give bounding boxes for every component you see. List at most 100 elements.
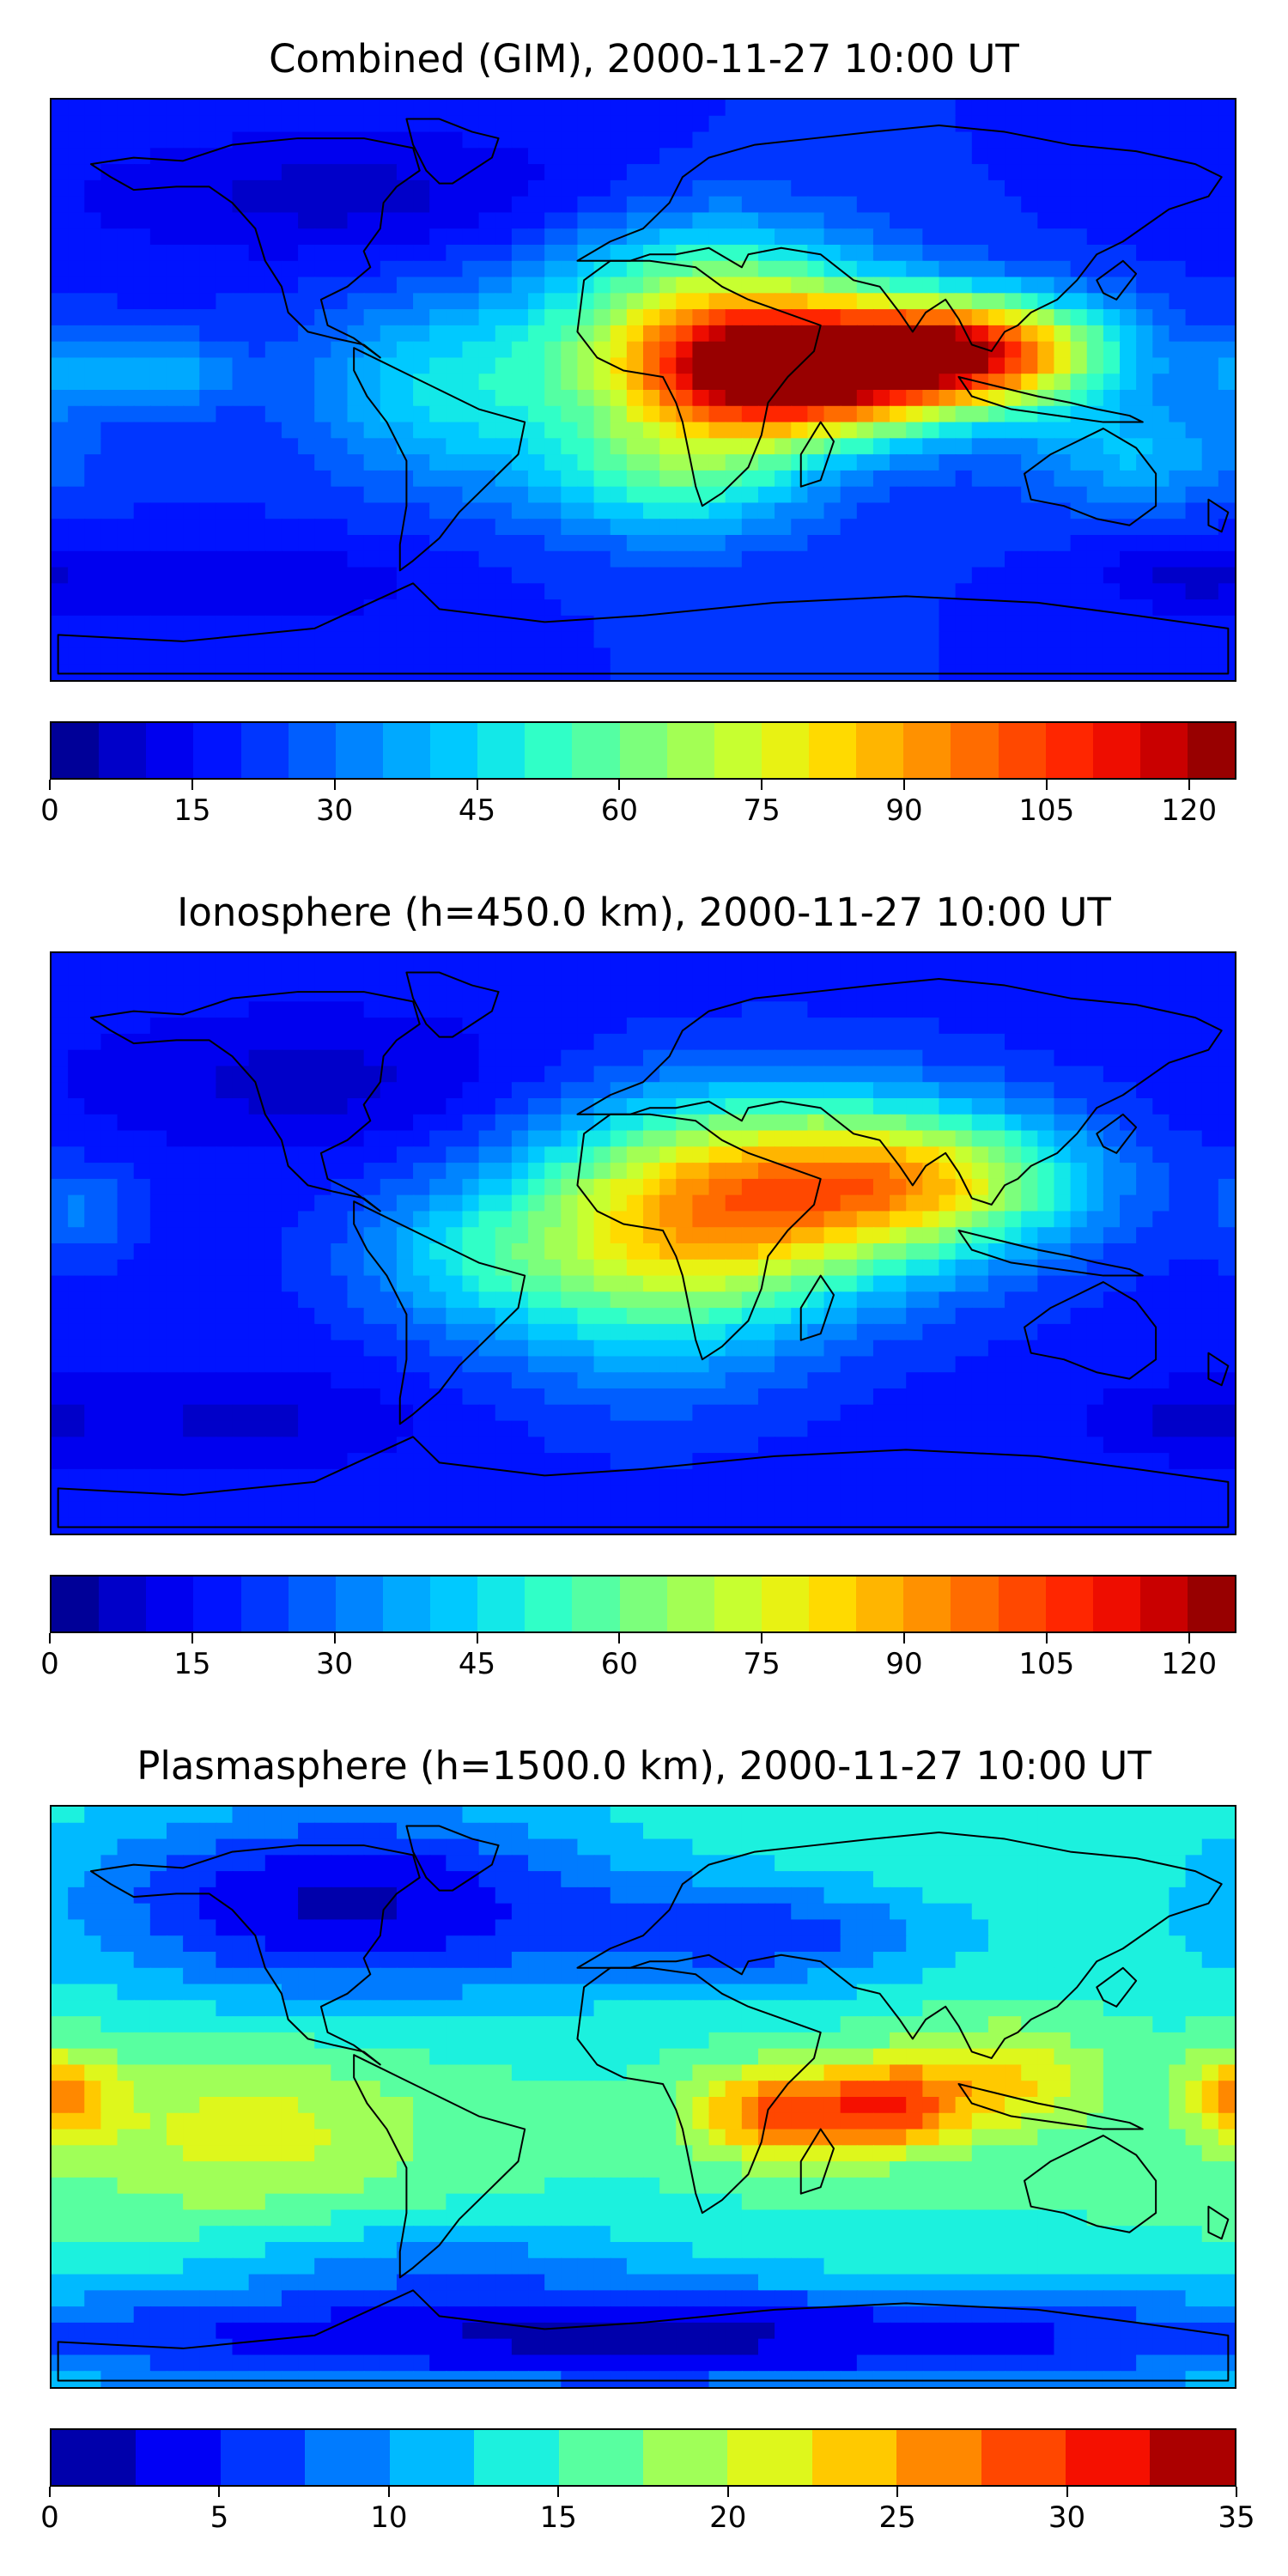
field-cell [1103, 325, 1121, 343]
field-cell [1071, 1437, 1088, 1454]
field-cell [100, 471, 118, 488]
field-cell [249, 535, 266, 552]
field-cell [1136, 261, 1153, 278]
field-cell [873, 1260, 890, 1277]
field-cell [68, 1276, 85, 1293]
field-cell [758, 1050, 775, 1067]
field-cell [364, 438, 381, 455]
field-cell [544, 1276, 562, 1293]
field-cell [199, 1082, 216, 1099]
field-cell [1136, 116, 1153, 133]
field-cell [495, 1050, 513, 1067]
field-cell [199, 390, 216, 407]
field-cell [709, 471, 726, 488]
field-cell [1037, 1388, 1054, 1406]
field-cell [1037, 471, 1054, 488]
field-cell [380, 632, 398, 649]
field-cell [775, 1146, 792, 1163]
field-cell [68, 616, 85, 633]
field-cell [873, 616, 890, 633]
field-cell [577, 599, 594, 617]
field-cell [348, 1001, 365, 1018]
field-cell [1037, 1453, 1054, 1470]
field-cell [906, 277, 923, 295]
field-cell [956, 647, 973, 665]
field-cell [972, 148, 989, 165]
field-cell [643, 1179, 660, 1196]
field-cell [150, 583, 167, 600]
field-cell [742, 228, 759, 246]
field-cell [462, 1356, 479, 1373]
field-cell [1120, 616, 1137, 633]
field-cell [1054, 1421, 1071, 1438]
field-cell [528, 986, 545, 1003]
field-cell [462, 357, 479, 374]
field-cell [1169, 1453, 1186, 1470]
field-cell [512, 1453, 529, 1470]
field-cell [775, 1421, 792, 1438]
field-cell [429, 1050, 447, 1067]
field-cell [249, 1405, 266, 1422]
field-cell [134, 1405, 151, 1422]
field-cell [282, 1098, 299, 1115]
field-cell [233, 664, 250, 680]
field-cell [265, 374, 283, 391]
field-cell [627, 342, 644, 359]
field-cell [364, 568, 381, 585]
colorbar-tick-mark [618, 780, 620, 790]
field-cell [577, 969, 594, 987]
field-cell [824, 1179, 841, 1196]
field-cell [544, 180, 562, 197]
field-cell [100, 664, 118, 680]
field-cell [709, 406, 726, 423]
field-cell [1169, 551, 1186, 568]
field-cell [544, 390, 562, 407]
field-cell [791, 1276, 808, 1293]
field-cell [233, 245, 250, 262]
field-cell [1071, 293, 1088, 310]
field-cell [659, 422, 677, 440]
field-cell [922, 535, 939, 552]
field-cell [380, 390, 398, 407]
field-cell [873, 1050, 890, 1067]
field-cell [807, 164, 824, 181]
field-cell [544, 309, 562, 326]
field-cell [512, 1195, 529, 1212]
field-cell [1120, 1243, 1137, 1261]
field-cell [479, 1179, 496, 1196]
field-cell [775, 519, 792, 536]
field-cell [841, 164, 858, 181]
field-cell [462, 1115, 479, 1132]
field-cell [84, 454, 101, 471]
field-cell [594, 132, 611, 149]
field-cell [1169, 1243, 1186, 1261]
field-cell [577, 1066, 594, 1083]
field-cell [824, 1163, 841, 1180]
field-cell [594, 1018, 611, 1035]
field-cell [479, 1211, 496, 1228]
field-cell [873, 1082, 890, 1099]
field-cell [1021, 1034, 1038, 1051]
field-cell [890, 647, 907, 665]
field-cell [1054, 132, 1071, 149]
field-cell [791, 406, 808, 423]
field-cell [726, 969, 743, 987]
field-cell [1005, 1276, 1022, 1293]
field-cell [1218, 422, 1235, 440]
field-cell [100, 599, 118, 617]
field-cell [577, 583, 594, 600]
field-cell [611, 1421, 628, 1438]
field-cell [265, 487, 283, 504]
field-cell [922, 357, 939, 374]
field-cell [692, 1050, 709, 1067]
field-cell [906, 164, 923, 181]
field-cell [807, 599, 824, 617]
field-cell [216, 1291, 233, 1309]
field-cell [890, 1340, 907, 1358]
field-cell [100, 1388, 118, 1406]
field-cell [429, 406, 447, 423]
field-cell [512, 1437, 529, 1454]
field-cell [134, 599, 151, 617]
field-cell [577, 1388, 594, 1406]
field-cell [659, 583, 677, 600]
